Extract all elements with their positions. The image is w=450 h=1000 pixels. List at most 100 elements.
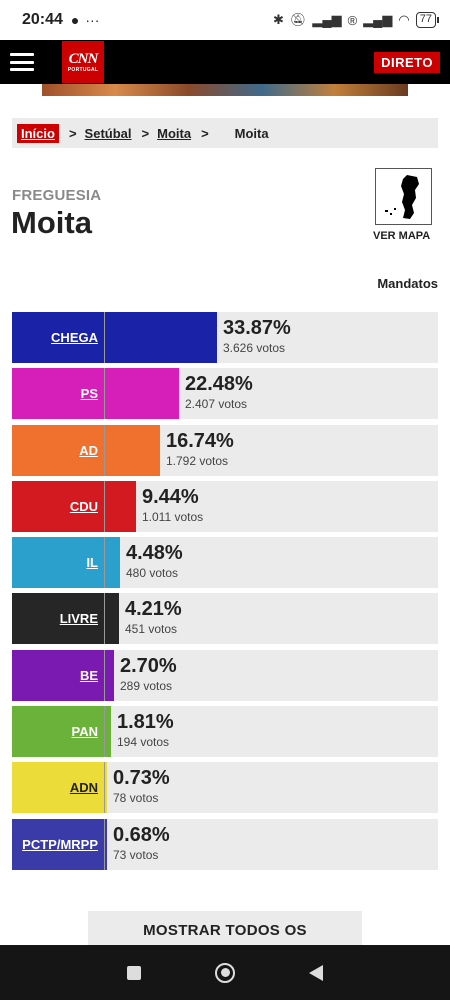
vote-share-bar — [105, 649, 114, 701]
page-title: Moita — [11, 205, 92, 240]
row-divider — [104, 593, 105, 645]
system-navigation-bar — [0, 945, 450, 1000]
status-bar: 20:44 ● ··· ✱ 🔕︎ ▂▄▆ ® ▂▄▆ ◠ 77 — [0, 0, 450, 40]
results-list: CHEGA 33.87% 3.626 votos PS 22.48% 2.407 voto… — [12, 312, 438, 875]
vote-share-bar — [105, 818, 107, 870]
breadcrumb-separator: > — [68, 125, 77, 141]
vote-percentage: 0.68% — [113, 823, 170, 846]
party-link[interactable]: ADN — [12, 762, 104, 814]
vote-percentage: 4.48% — [126, 542, 183, 565]
page-kicker: FREGUESIA — [12, 187, 102, 204]
breadcrumb-current: Moita — [234, 125, 269, 141]
party-link[interactable]: IL — [12, 537, 104, 589]
vote-percentage: 33.87% — [223, 317, 291, 339]
back-icon[interactable] — [309, 964, 323, 981]
vote-share-bar — [105, 480, 136, 532]
party-link[interactable]: PAN — [12, 706, 104, 758]
vote-count: 1.011 votos — [142, 509, 204, 524]
breadcrumb-home-link[interactable]: Início — [17, 123, 59, 143]
breadcrumb-municipality-link[interactable]: Moita — [157, 125, 192, 141]
breadcrumb-district-link[interactable]: Setúbal — [84, 125, 132, 141]
vote-share-bar — [105, 312, 217, 363]
vote-percentage: 4.21% — [125, 598, 182, 621]
party-link[interactable]: PS — [12, 368, 104, 420]
facebook-icon: ● — [70, 12, 80, 28]
signal-icon: ▂▄▆ — [363, 12, 393, 27]
party-link[interactable]: PCTP/MRPP — [12, 818, 104, 870]
view-map-link[interactable]: VER MAPA — [373, 230, 431, 242]
vote-count: 289 votos — [120, 678, 173, 693]
vote-count: 78 votos — [113, 791, 159, 806]
result-stats: 9.44% 1.011 votos — [142, 485, 203, 525]
vote-count: 2.407 votos — [185, 397, 248, 412]
row-divider — [104, 537, 105, 589]
breadcrumb: Início > Setúbal > Moita > Moita — [12, 118, 438, 148]
vote-share-bar — [105, 593, 119, 645]
result-stats: 2.70% 289 votos — [120, 654, 177, 694]
party-link[interactable]: BE — [12, 649, 104, 701]
vote-count: 73 votos — [113, 847, 159, 862]
mute-icon: 🔕︎ — [289, 12, 307, 27]
vote-percentage: 2.70% — [120, 654, 177, 677]
logo-main-text: CNN — [68, 50, 99, 67]
vote-share-bar — [105, 368, 179, 420]
vote-percentage: 1.81% — [117, 711, 174, 734]
result-stats: 33.87% 3.626 votos — [223, 316, 291, 356]
map-thumbnail[interactable] — [375, 168, 432, 225]
result-stats: 0.68% 73 votos — [113, 823, 170, 863]
signal-icon: ▂▄▆ — [312, 12, 342, 27]
party-link[interactable]: AD — [12, 424, 104, 476]
row-divider — [104, 312, 105, 363]
live-button[interactable]: DIRETO — [374, 51, 440, 73]
result-row: IL 4.48% 480 votos — [12, 537, 438, 589]
vote-percentage: 22.48% — [185, 373, 253, 396]
vote-percentage: 0.73% — [113, 767, 170, 790]
result-row: LIVRE 4.21% 451 votos — [12, 593, 438, 645]
row-divider — [104, 424, 105, 476]
row-divider — [104, 706, 105, 758]
breadcrumb-separator: > — [141, 125, 150, 141]
home-icon[interactable] — [215, 962, 235, 983]
vote-share-bar — [105, 424, 160, 476]
vote-count: 1.792 votos — [166, 453, 229, 468]
result-row: AD 16.74% 1.792 votos — [12, 424, 438, 476]
roaming-icon: ® — [347, 12, 358, 28]
cnn-portugal-logo[interactable]: CNN PORTUGAL — [62, 41, 104, 83]
vote-count: 451 votos — [125, 622, 178, 637]
mandatos-header: Mandatos — [377, 276, 438, 291]
vote-percentage: 16.74% — [166, 429, 234, 452]
logo-sub-text: PORTUGAL — [67, 66, 99, 73]
vote-percentage: 9.44% — [142, 485, 199, 508]
portugal-map-icon — [384, 174, 419, 219]
vote-count: 194 votos — [117, 735, 170, 750]
result-stats: 4.21% 451 votos — [125, 597, 182, 637]
row-divider — [104, 649, 105, 701]
row-divider — [104, 368, 105, 420]
ad-banner[interactable] — [42, 84, 408, 96]
battery-icon: 77 — [415, 12, 440, 28]
result-row: CDU 9.44% 1.011 votos — [12, 480, 438, 532]
row-divider — [104, 762, 105, 814]
party-link[interactable]: CDU — [12, 480, 104, 532]
result-row: CHEGA 33.87% 3.626 votos — [12, 312, 438, 363]
result-stats: 22.48% 2.407 votos — [185, 372, 253, 412]
wifi-icon: ◠ — [398, 12, 410, 27]
result-row: PCTP/MRPP 0.68% 73 votos — [12, 818, 438, 870]
vote-share-bar — [105, 706, 111, 758]
bluetooth-icon: ✱ — [272, 12, 284, 27]
menu-icon[interactable] — [10, 53, 34, 71]
vote-count: 480 votos — [126, 566, 179, 581]
vote-share-bar — [105, 762, 107, 814]
vote-count: 3.626 votos — [223, 341, 286, 355]
top-navigation: CNN PORTUGAL DIRETO — [0, 40, 450, 84]
result-stats: 1.81% 194 votos — [117, 710, 174, 750]
row-divider — [104, 480, 105, 532]
status-time: 20:44 — [22, 11, 63, 28]
result-stats: 4.48% 480 votos — [126, 541, 183, 581]
result-row: PS 22.48% 2.407 votos — [12, 368, 438, 420]
show-all-button[interactable]: MOSTRAR TODOS OS — [88, 911, 362, 951]
party-link[interactable]: LIVRE — [12, 593, 104, 645]
recent-apps-icon[interactable] — [127, 965, 141, 980]
party-link[interactable]: CHEGA — [12, 312, 104, 363]
result-row: PAN 1.81% 194 votos — [12, 706, 438, 758]
